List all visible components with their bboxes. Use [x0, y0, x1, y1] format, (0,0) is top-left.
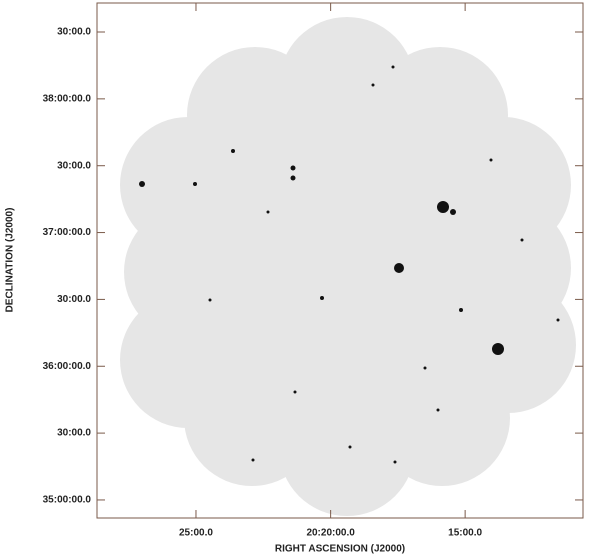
y-tick-label: 30:00.0 — [57, 27, 91, 38]
y-tick-label: 37:00:00.0 — [43, 227, 92, 238]
y-tick-label: 30:00.0 — [57, 160, 91, 171]
x-tick-label: 15:00.0 — [448, 528, 482, 539]
frame — [96, 2, 584, 519]
sources — [139, 65, 560, 464]
y-tick-label: 30:00.0 — [57, 294, 91, 305]
x-axis-label: RIGHT ASCENSION (J2000) — [275, 544, 405, 555]
y-axis-label: DECLINATION (J2000) — [5, 208, 16, 313]
y-tick-label: 30:00.0 — [57, 428, 91, 439]
y-tick-label: 36:00:00.0 — [43, 361, 92, 372]
y-tick-label: 35:00:00.0 — [43, 495, 92, 506]
mosaic — [120, 17, 576, 516]
x-tick-label: 25:00.0 — [179, 528, 213, 539]
y-tick-label: 38:00:00.0 — [43, 94, 92, 105]
x-tick-label: 20:20:00.0 — [306, 528, 355, 539]
